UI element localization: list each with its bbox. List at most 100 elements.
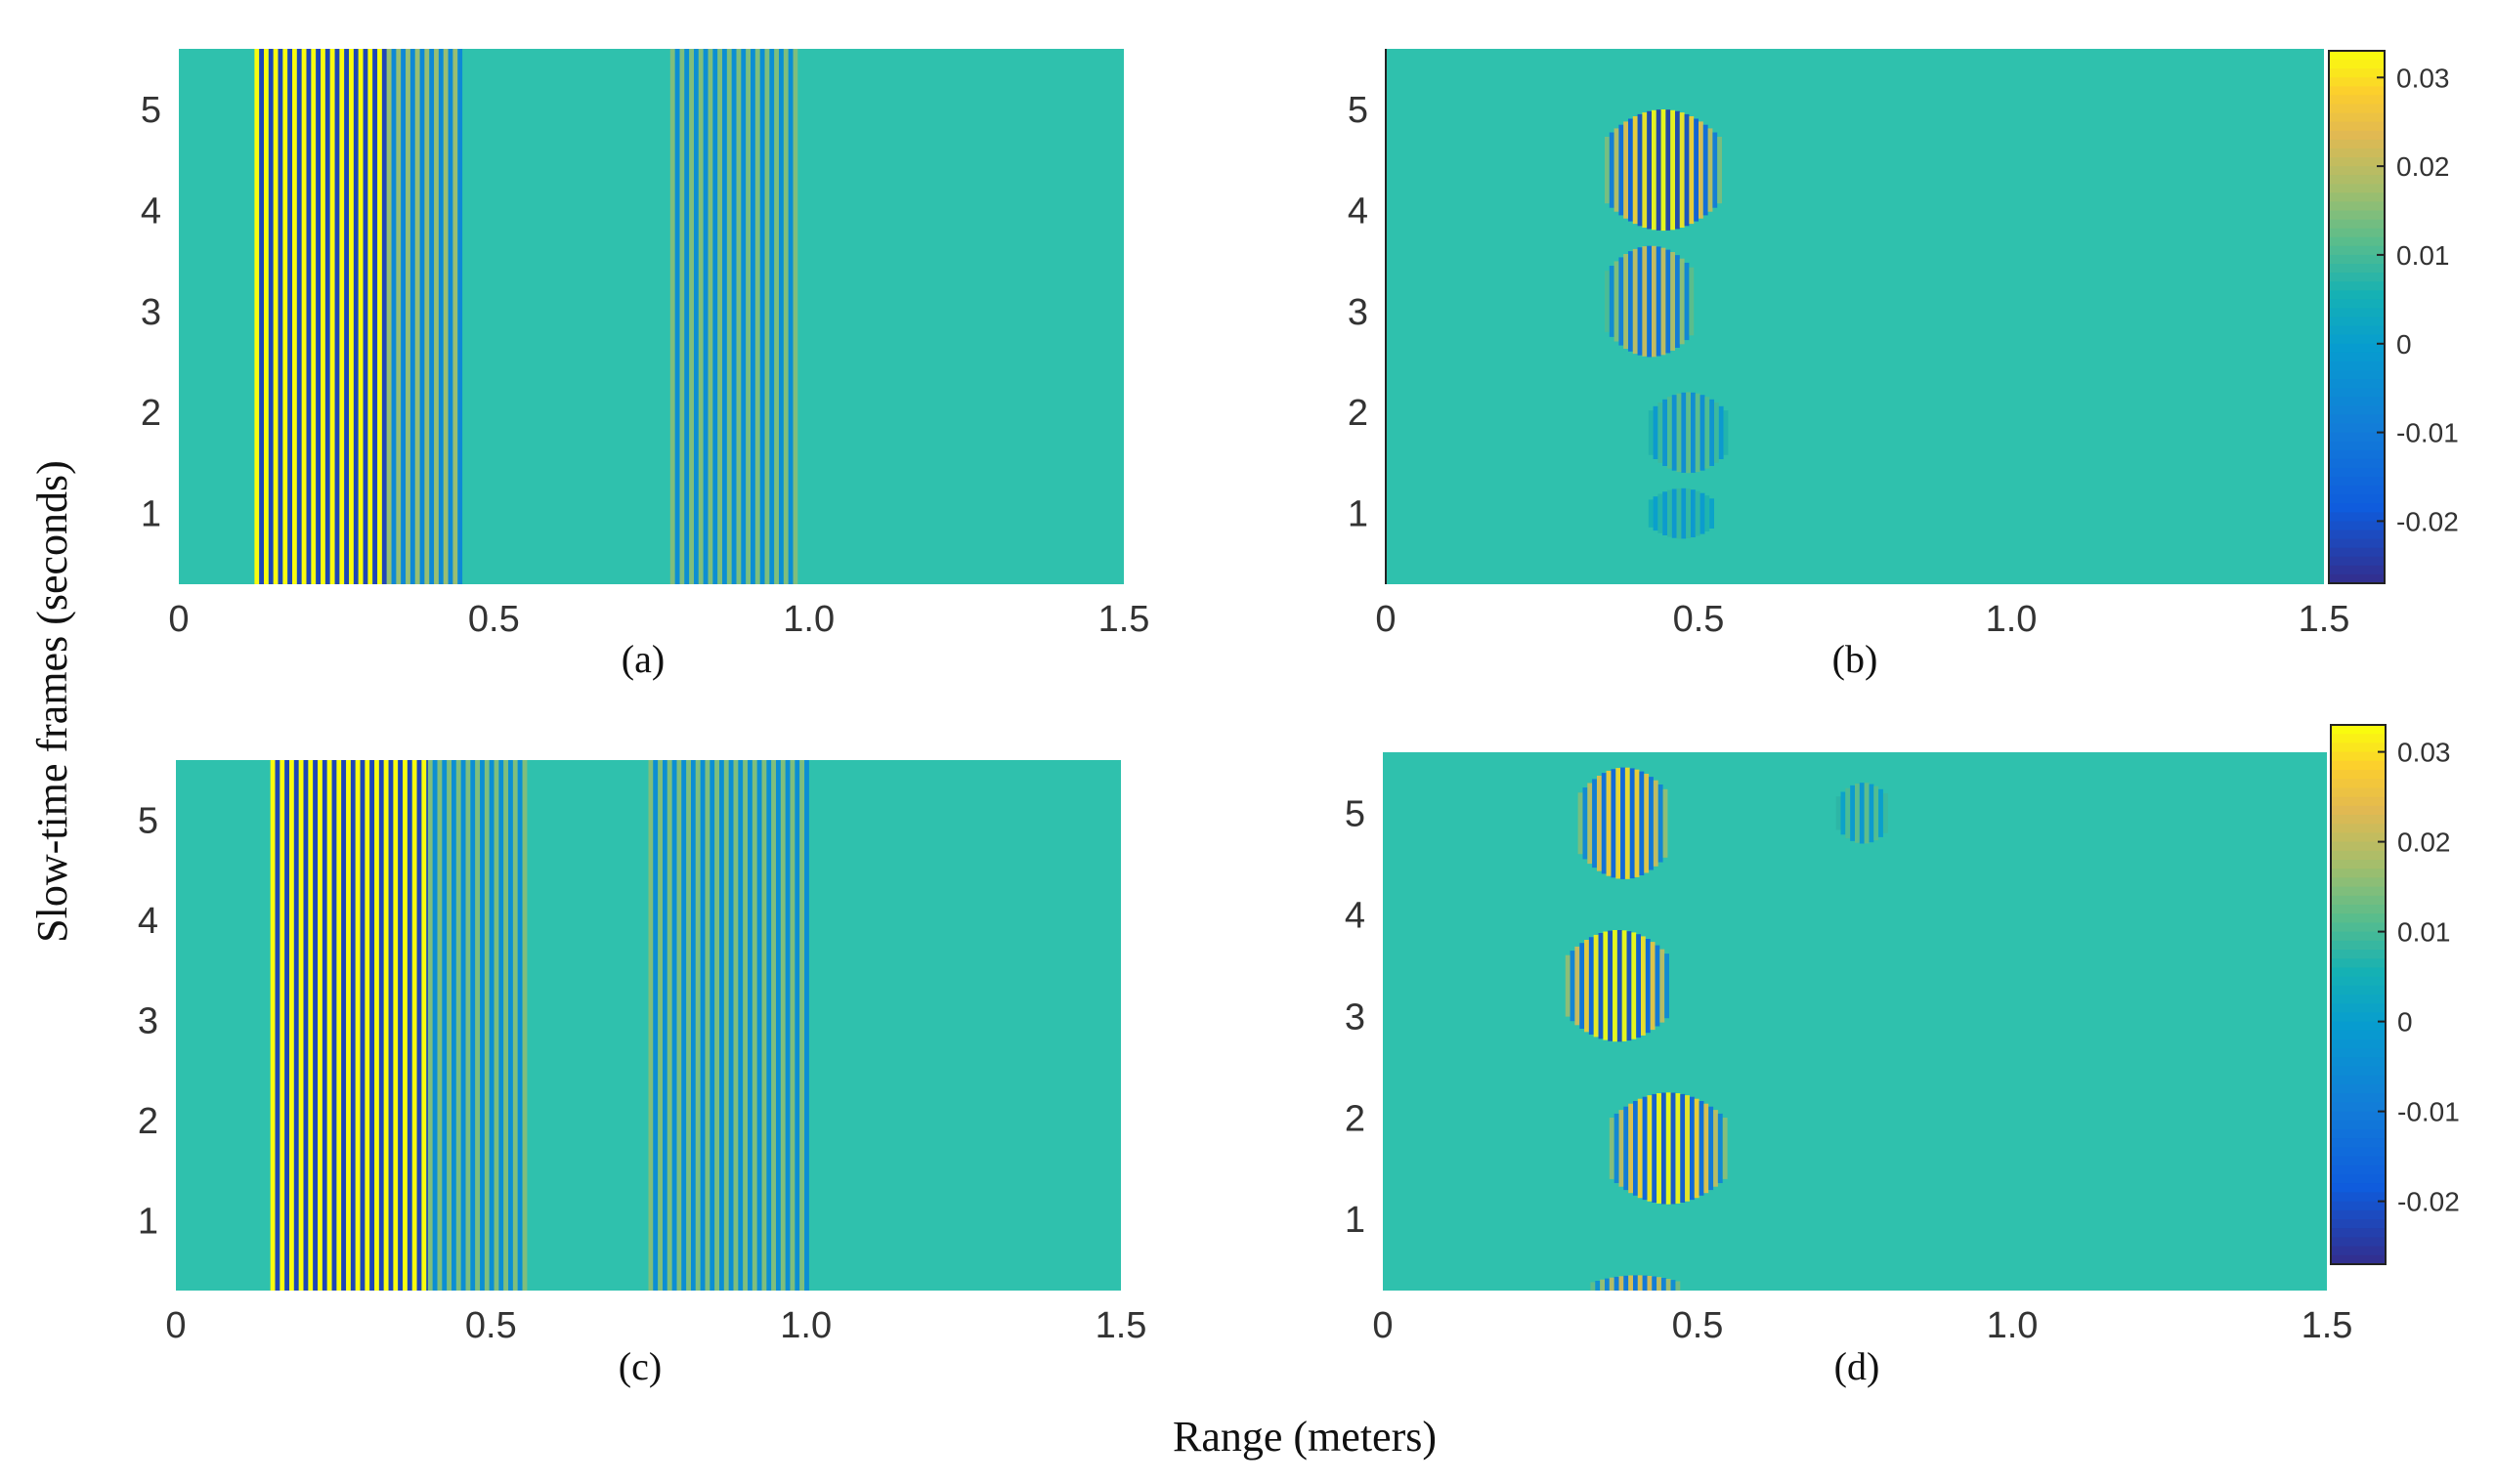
colorbar-segment [2331, 1120, 2386, 1130]
heatmap-cell [1605, 1278, 1610, 1291]
heatmap-cell [1653, 405, 1658, 459]
colorbar-segment [2329, 308, 2385, 318]
y-tick-label-b: 2 [1348, 393, 1368, 434]
y-tick-labels-d: 1 2 3 4 5 [1345, 793, 1365, 1241]
heatmap-cell [1670, 252, 1675, 351]
heatmap-cell [1618, 1276, 1624, 1291]
x-tick-label-b: 1.5 [2299, 599, 2350, 640]
x-tick-label-c: 1.0 [780, 1305, 832, 1346]
colorbar-segment [2329, 95, 2385, 106]
heatmap-cell [754, 49, 760, 584]
colorbar-segment [2331, 734, 2386, 743]
heatmap-cell [1649, 777, 1654, 870]
colorbar-segment [2329, 467, 2385, 478]
heatmap-cell [648, 760, 654, 1291]
heatmap-cell [1637, 1275, 1643, 1291]
heatmap-cell [1633, 1101, 1638, 1196]
colorbar-segment [2331, 1003, 2386, 1013]
colorbar-segment [2329, 299, 2385, 310]
heatmap-cell [788, 49, 794, 584]
heatmap-cell [1608, 930, 1613, 1041]
colorbar-tick-label: 0.02 [2397, 827, 2451, 858]
heatmap-cell [686, 760, 691, 1291]
heatmap-c-cells [270, 760, 809, 1291]
heatmap-cell [1665, 1279, 1671, 1291]
colorbar-segment [2329, 538, 2385, 549]
x-tick-label-d: 1.5 [2301, 1305, 2353, 1346]
y-tick-label-d: 1 [1345, 1200, 1365, 1241]
colorbar-segment [2329, 77, 2385, 87]
heatmap-cell [741, 49, 747, 584]
heatmap-cell [1626, 931, 1632, 1041]
heatmap-cell [303, 760, 309, 1291]
colorbar-segment [2329, 494, 2385, 504]
x-tick-label-a: 0 [168, 599, 189, 640]
heatmap-cell [751, 49, 755, 584]
heatmap-cell [465, 760, 471, 1291]
heatmap-cell [322, 760, 327, 1291]
heatmap-cell [790, 760, 796, 1291]
heatmap-cell [1850, 784, 1855, 841]
colorbar-segment [2329, 503, 2385, 513]
heatmap-cell [508, 760, 513, 1291]
heatmap-cell [1618, 257, 1624, 346]
heatmap-cell [480, 760, 485, 1291]
heatmap-cell [298, 760, 304, 1291]
heatmap-cell [681, 760, 687, 1291]
heatmap-cell [710, 760, 715, 1291]
colorbar-segment [2329, 477, 2385, 487]
heatmap-cell [443, 49, 449, 584]
colorbar-d: 0.03 0.02 0.01 0 -0.01 -0.02 [2330, 724, 2460, 1265]
colorbar-segment [2329, 201, 2385, 212]
heatmap-cell [1676, 393, 1682, 473]
heatmap-cell [1718, 405, 1724, 459]
heatmap-cell [457, 49, 463, 584]
heatmap-cell [1840, 791, 1846, 835]
heatmap-cell [1691, 489, 1696, 537]
heatmap-cell [475, 760, 480, 1291]
heatmap-cell [1656, 109, 1661, 231]
colorbar-frame [2328, 50, 2386, 584]
heatmap-cell [448, 49, 453, 584]
heatmap-cell [1613, 128, 1619, 212]
heatmap-cell [679, 49, 685, 584]
heatmap-cell [1613, 930, 1617, 1042]
heatmap-cell [367, 49, 373, 584]
heatmap-cell [355, 760, 361, 1291]
colorbar-segment [2329, 139, 2385, 149]
heatmap-cell [705, 760, 710, 1291]
colorbar-tick-label: -0.01 [2396, 418, 2459, 448]
heatmap-cell [743, 760, 748, 1291]
heatmap-cell [1690, 1096, 1695, 1201]
heatmap-cell [460, 760, 466, 1291]
heatmap-cell [438, 49, 444, 584]
heatmap-cell [1601, 773, 1607, 874]
colorbar-segment [2331, 1237, 2386, 1248]
heatmap-cell [1647, 1095, 1653, 1202]
colorbar-segment [2331, 1254, 2386, 1265]
colorbar-segment [2329, 449, 2385, 460]
heatmap-cell [369, 760, 374, 1291]
heatmap-cell [1624, 767, 1630, 879]
heatmap-cell [1623, 254, 1628, 349]
heatmap-cell [1652, 1276, 1657, 1291]
heatmap-cell [1859, 783, 1865, 844]
x-tick-labels-c: 0 0.5 1.0 1.5 [165, 1305, 1146, 1346]
colorbar-segment [2331, 751, 2386, 762]
colorbar-tick-label: 0 [2397, 1007, 2413, 1038]
y-axis-title: Slow-time frames (seconds) [28, 460, 76, 943]
heatmap-cell [663, 760, 667, 1291]
heatmap-cell [669, 49, 675, 584]
heatmap-cell [804, 760, 809, 1291]
heatmap-cell [284, 760, 289, 1291]
heatmap-cell [1657, 403, 1663, 463]
y-tick-label-c: 4 [138, 901, 158, 942]
colorbar-segment [2329, 166, 2385, 176]
heatmap-cell [358, 49, 364, 584]
heatmap-cell [434, 49, 439, 584]
y-tick-label-c: 2 [138, 1101, 158, 1142]
heatmap-cell [407, 760, 412, 1291]
heatmap-cell [1592, 779, 1597, 869]
heatmap-cell [1565, 954, 1570, 1017]
heatmap-cell [1689, 267, 1695, 336]
